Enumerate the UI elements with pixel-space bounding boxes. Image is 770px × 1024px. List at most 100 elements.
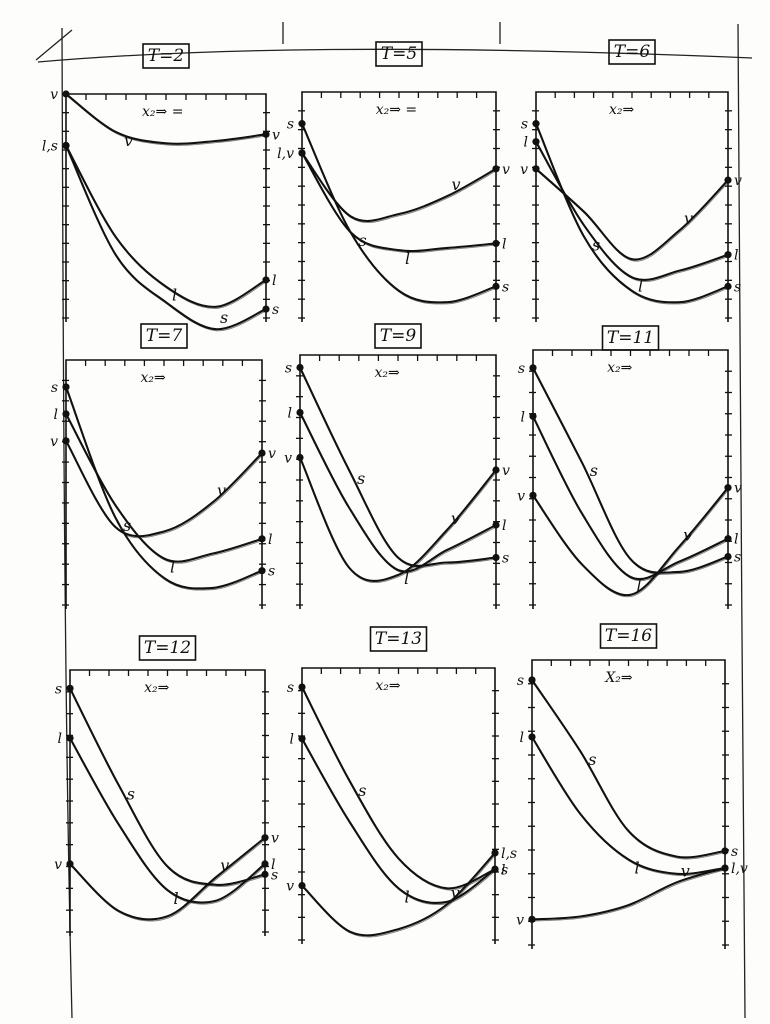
- title-box: [374, 323, 422, 349]
- x-axis-label: x₂⇒: [140, 370, 166, 386]
- series-l-start-dot: [66, 734, 74, 742]
- series-s-start-dot: [62, 383, 70, 391]
- series-l-curve-label: l: [637, 576, 642, 595]
- series-l-end-dot: [724, 535, 732, 543]
- series-v-curve-label: v: [451, 884, 460, 903]
- series-s-line: [64, 385, 264, 590]
- series-v-end-label: v: [272, 127, 280, 143]
- series-s-start-dot: [298, 683, 306, 691]
- series-s-start-label: s: [518, 361, 525, 377]
- title-box: [369, 626, 428, 652]
- plot-frame: [301, 667, 496, 944]
- series-v-sketch: [536, 170, 730, 262]
- series-v-line: [64, 92, 268, 145]
- series-s-sketch: [533, 369, 729, 575]
- series-l-curve-label: l: [405, 887, 410, 906]
- page-right-margin: [737, 23, 746, 1019]
- series-l-start-label: l: [58, 731, 62, 747]
- series-v-line: [300, 151, 498, 223]
- series-l-sketch: [302, 740, 497, 906]
- series-l-end-label: l: [734, 248, 738, 264]
- series-s-start-dot: [532, 120, 540, 128]
- series-l-line: [531, 415, 730, 580]
- series-v-sketch: [70, 838, 267, 922]
- series-l-sketch: [300, 413, 498, 574]
- series-s-start-dot: [296, 363, 304, 372]
- series-s-end-label: s: [271, 867, 278, 883]
- plot-frame: [301, 91, 497, 322]
- series-v-sketch: [300, 458, 498, 584]
- series-l-sketch: [66, 146, 268, 309]
- series-v-line: [534, 167, 730, 261]
- panel-title: T=5: [381, 44, 417, 64]
- series-l-curve-label: l: [635, 859, 640, 878]
- panel-title: T=13: [375, 629, 422, 649]
- series-v-line: [300, 851, 497, 937]
- x-axis-label: x₂⇒ =: [142, 104, 183, 120]
- series-v-end-dot: [491, 849, 499, 857]
- series-v-sketch: [66, 442, 264, 539]
- series-s-curve-label: s: [220, 308, 228, 327]
- series-s-end-label: s: [502, 279, 509, 295]
- series-v-sketch: [532, 869, 726, 922]
- series-l-curve-label: l: [174, 889, 179, 908]
- series-s-line: [298, 366, 498, 567]
- series-l-end-label: l: [734, 532, 738, 548]
- panel-title: T=12: [144, 638, 191, 658]
- series-s-end-label: s: [501, 862, 508, 878]
- series-l-curve-label: l: [405, 249, 410, 268]
- series-v-end-label: v: [734, 481, 742, 497]
- series-v-curve-label: v: [684, 209, 693, 228]
- series-s-start-dot: [66, 684, 74, 692]
- series-s-line: [64, 144, 268, 331]
- series-v-end-label: v: [734, 173, 742, 189]
- series-s-start-label: s: [51, 380, 58, 396]
- series-l-end-label: l: [272, 273, 276, 289]
- series-v-start-label: v: [517, 488, 525, 504]
- series-v-end-dot: [492, 165, 500, 173]
- series-v-end-dot: [261, 834, 269, 842]
- series-l-line: [298, 411, 498, 573]
- series-s-end-dot: [262, 305, 270, 313]
- series-l-end-label: l: [502, 236, 506, 252]
- series-v-line: [531, 486, 730, 597]
- series-s-end-label: s: [268, 564, 275, 580]
- series-s-line: [530, 678, 727, 859]
- series-s-end-dot: [721, 847, 729, 855]
- panel-title: T=6: [614, 42, 651, 62]
- series-v-start-label: v: [286, 879, 294, 895]
- series-l-line: [64, 412, 264, 563]
- series-s-curve-label: s: [590, 461, 598, 480]
- series-v-end-label: v: [502, 463, 510, 479]
- series-v-end-dot: [724, 484, 732, 492]
- series-v-start-dot: [529, 491, 537, 499]
- series-l-end-dot: [492, 239, 500, 248]
- series-v-start-dot: [298, 149, 306, 157]
- series-v-start-label: v: [284, 451, 292, 467]
- series-s-end-label: s: [731, 844, 738, 860]
- series-l-end-dot: [724, 251, 732, 259]
- series-l-line: [64, 144, 268, 308]
- series-v-start-label: v: [54, 857, 62, 873]
- page-left-margin: [61, 27, 73, 1019]
- series-s-start-dot: [62, 141, 70, 150]
- series-v-end-dot: [724, 176, 732, 184]
- series-l-curve-label: l: [638, 276, 643, 295]
- panel-title: T=9: [380, 326, 417, 346]
- page-corner-fold: [35, 29, 73, 61]
- series-v-start-dot: [66, 860, 74, 868]
- series-l-end-label: l: [501, 862, 505, 878]
- series-s-start-label: s: [55, 681, 62, 697]
- series-v-end-label: v: [268, 446, 276, 462]
- series-v-sketch: [302, 154, 498, 224]
- series-s-start-label: s: [517, 673, 524, 689]
- series-l-start-dot: [298, 735, 306, 743]
- series-l-end-label: l: [271, 857, 275, 873]
- title-box: [608, 39, 656, 65]
- series-s-end-dot: [258, 567, 266, 575]
- title-box: [140, 323, 188, 349]
